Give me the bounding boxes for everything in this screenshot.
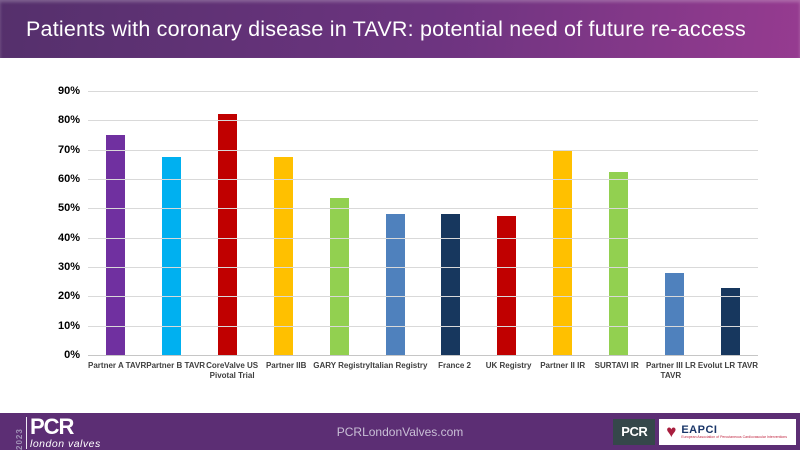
plot: 0% 10% 20% 30% 40% 50% 60% 70% 80% 90% xyxy=(58,85,758,361)
y-axis-tick-label: 10% xyxy=(57,319,80,332)
gridline xyxy=(88,120,758,122)
bar-france-2 xyxy=(441,214,461,355)
bar-slot xyxy=(88,91,144,355)
x-axis-label: CoreValve US Pivotal Trial xyxy=(206,361,259,381)
gridline xyxy=(88,149,758,151)
x-axis-label: Partner II IR xyxy=(540,361,586,370)
brand-divider xyxy=(26,417,27,449)
bar-partner-a-tavr xyxy=(106,135,126,355)
y-axis-tick-label: 40% xyxy=(57,231,80,244)
bars-row xyxy=(88,91,758,355)
bar-slot xyxy=(255,91,311,355)
gridline xyxy=(88,325,758,327)
x-axis-label: SURTAVI IR xyxy=(594,361,639,370)
brand-subtitle: london valves xyxy=(30,438,101,450)
x-axis-label: Partner A TAVR xyxy=(88,361,147,370)
x-axis-label: UK Registry xyxy=(485,361,532,370)
bar-chart: 0% 10% 20% 30% 40% 50% 60% 70% 80% 90% Partner A … xyxy=(58,85,758,382)
x-axis-label: Partner B TAVR xyxy=(146,361,206,370)
gridline xyxy=(88,296,758,298)
eapci-subtext: European Association of Percutaneous Car… xyxy=(681,434,787,439)
bar-slot xyxy=(535,91,591,355)
bar-partner-ii-ir xyxy=(553,149,573,355)
x-axis-label: Italian Registry xyxy=(370,361,428,370)
y-axis-tick-label: 90% xyxy=(57,85,80,97)
gridline xyxy=(88,267,758,268)
eapci-logo: ♥ EAPCI European Association of Percutan… xyxy=(659,418,796,445)
gridline xyxy=(88,91,758,92)
bar-partner-iii-lr-tavr xyxy=(664,272,684,355)
bar-partner-b-tavr xyxy=(162,157,182,355)
bar-corevalve-us-pivotal-trial xyxy=(218,114,238,355)
x-axis-label: Evolut LR TAVR xyxy=(697,361,759,370)
bar-slot xyxy=(367,91,423,355)
y-axis-tick-label: 50% xyxy=(57,202,80,215)
x-axis-label: France 2 xyxy=(438,361,471,370)
x-axis-labels: Partner A TAVR Partner B TAVR CoreValve US… xyxy=(88,361,758,382)
x-axis-label: GARY Registry xyxy=(313,361,371,370)
bar-slot xyxy=(200,91,256,355)
y-axis-tick-label: 0% xyxy=(64,349,80,361)
x-axis-label: Partner III LR TAVR xyxy=(645,361,696,381)
footer-logos: PCR ♥ EAPCI European Association of Perc… xyxy=(613,418,796,445)
bar-slot xyxy=(646,91,702,355)
bar-gary-registry xyxy=(329,198,349,355)
brand-year: 2023 xyxy=(15,428,24,450)
y-axis-tick-label: 30% xyxy=(57,261,80,273)
slide-header: Patients with coronary disease in TAVR: … xyxy=(0,0,800,58)
bar-slot xyxy=(423,91,479,355)
eapci-label: EAPCI xyxy=(681,423,718,436)
bar-partner-iib xyxy=(273,157,293,355)
brand-text: PCR london valves xyxy=(30,416,101,450)
bar-surtavi-ir xyxy=(608,171,628,355)
gridline xyxy=(88,208,758,210)
eapci-text: EAPCI European Association of Percutaneo… xyxy=(681,424,787,440)
bar-slot xyxy=(311,91,367,355)
chart-area: 0% 10% 20% 30% 40% 50% 60% 70% 80% 90% Partner A … xyxy=(0,58,800,413)
bar-slot xyxy=(479,91,535,355)
bar-uk-registry xyxy=(497,215,517,355)
x-axis-label: Partner IIB xyxy=(265,361,307,370)
y-axis-tick-label: 70% xyxy=(57,143,80,156)
bar-slot xyxy=(702,91,758,355)
gridline xyxy=(88,179,758,180)
bar-evolut-lr-tavr xyxy=(720,287,740,355)
y-axis-tick-label: 20% xyxy=(57,290,80,303)
bar-slot xyxy=(144,91,200,355)
y-axis-tick-label: 80% xyxy=(57,114,80,127)
heart-icon: ♥ xyxy=(666,422,677,441)
bar-italian-registry xyxy=(385,214,405,355)
pcr-logo: PCR xyxy=(613,418,656,445)
bar-slot xyxy=(590,91,646,355)
brand-name: PCR xyxy=(30,414,74,439)
gridline xyxy=(88,237,758,239)
slide-title: Patients with coronary disease in TAVR: … xyxy=(26,16,746,41)
pcr-london-valves-logo: 2023 PCR london valves xyxy=(15,416,101,450)
footer-website: PCRLondonValves.com xyxy=(336,424,464,439)
footer: 2023 PCR london valves PCRLondonValves.c… xyxy=(0,413,800,450)
y-axis-tick-label: 60% xyxy=(57,173,80,185)
